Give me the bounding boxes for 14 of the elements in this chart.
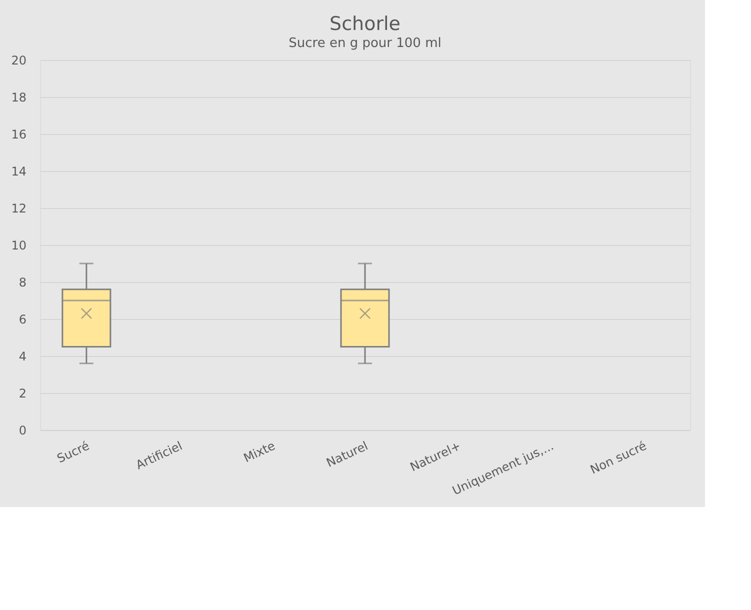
y-tick-label: 14 [11,164,26,178]
y-tick-label: 12 [11,202,26,216]
y-tick-label: 8 [18,276,26,290]
y-tick-label: 4 [18,350,26,364]
x-tick-label: Mixte [241,438,278,466]
y-tick-label: 2 [18,386,26,400]
y-tick-label: 20 [11,54,26,68]
y-tick-label: 18 [11,90,26,104]
chart-subtitle: Sucre en g pour 100 ml [288,36,442,51]
chart-title: Schorle [330,13,400,35]
y-tick-label: 10 [11,238,26,252]
y-tick-label: 0 [18,424,26,438]
y-tick-label: 16 [11,128,26,142]
y-tick-label: 6 [18,312,26,326]
